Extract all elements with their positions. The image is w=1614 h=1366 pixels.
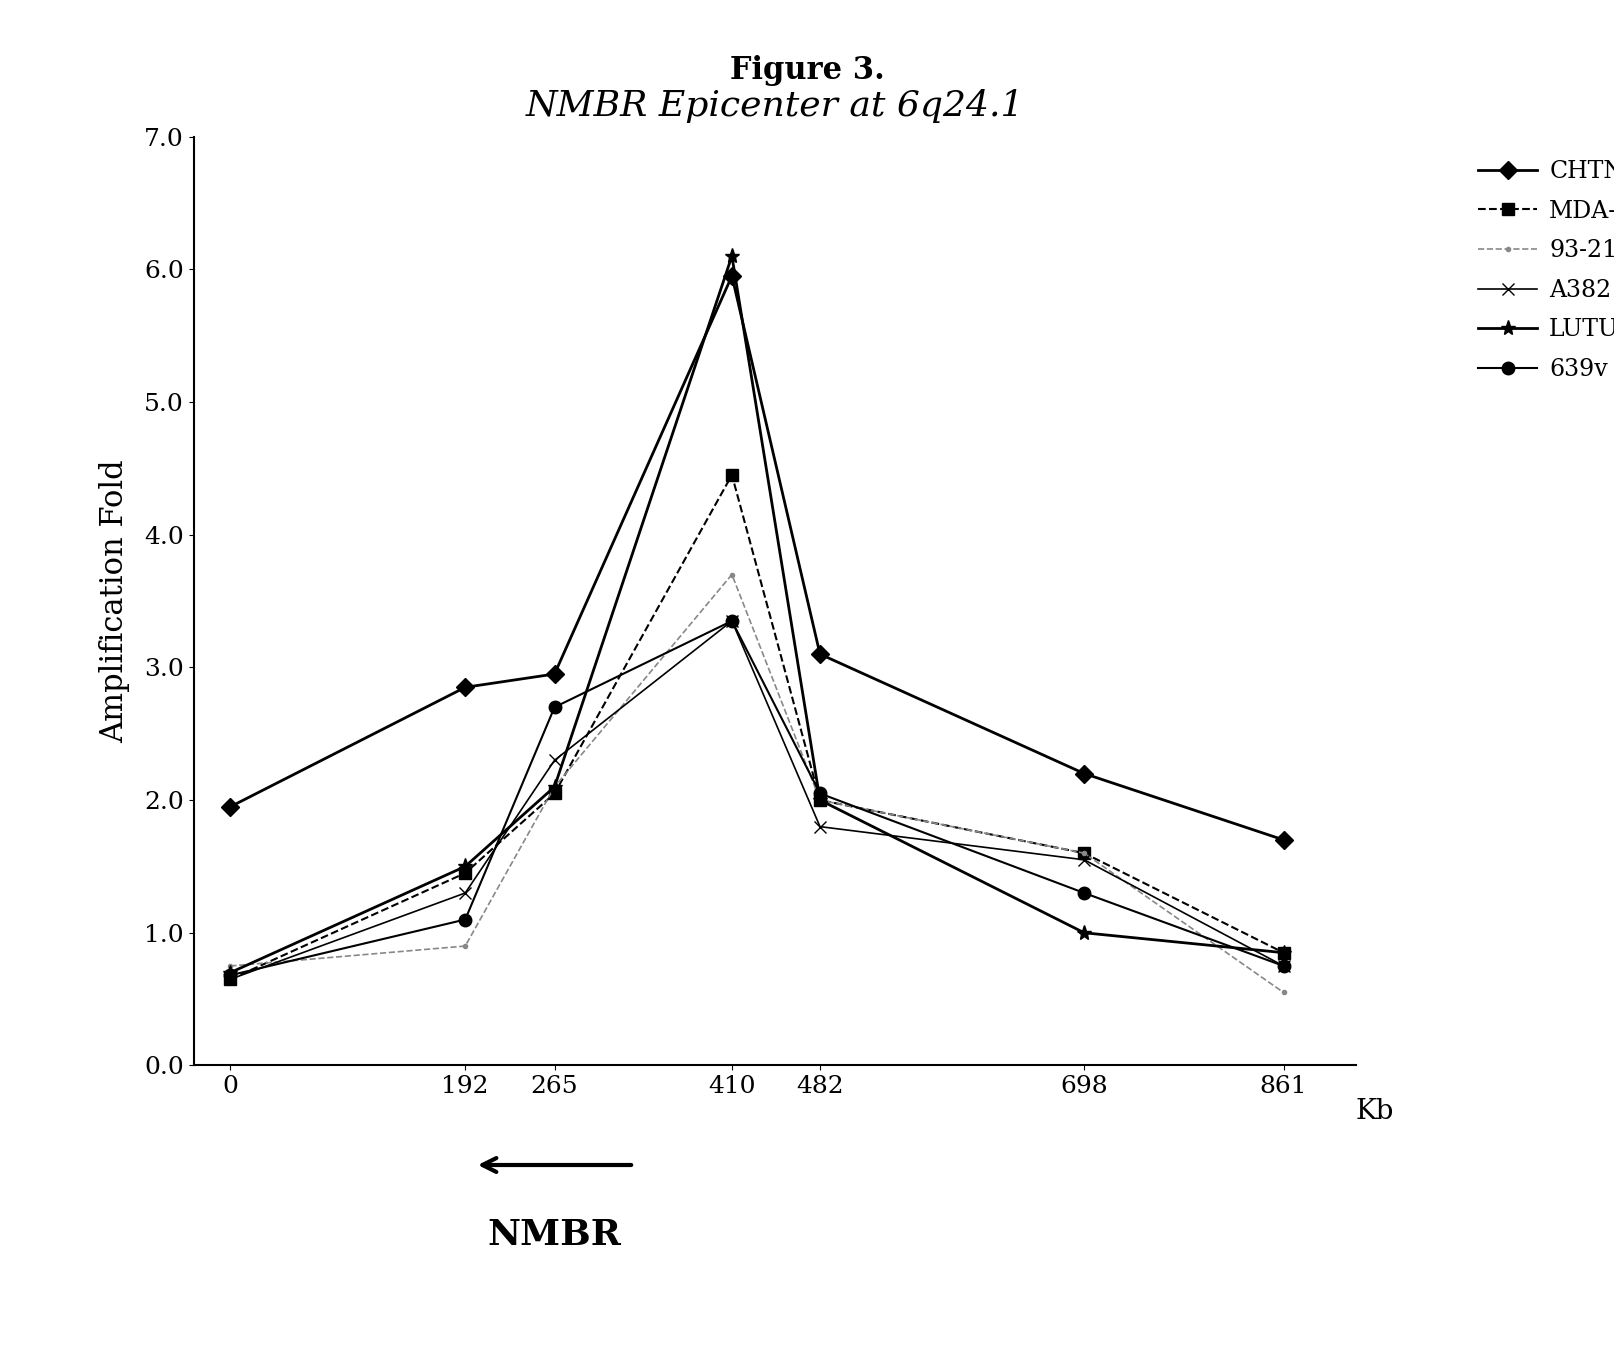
639v bbox=[546, 699, 565, 716]
Line: A382: A382 bbox=[224, 615, 1290, 985]
CHTN877 bbox=[546, 665, 565, 682]
MDA-MB435 bbox=[1075, 846, 1094, 862]
93-219 bbox=[221, 958, 240, 974]
Text: Figure 3.: Figure 3. bbox=[730, 55, 884, 86]
A382 bbox=[1273, 958, 1293, 974]
CHTN877 bbox=[810, 646, 830, 663]
Line: 93-219: 93-219 bbox=[226, 571, 1288, 997]
LUTUM5 bbox=[1075, 925, 1094, 941]
LUTUM5 bbox=[721, 247, 741, 264]
CHTN877 bbox=[221, 799, 240, 816]
639v bbox=[221, 967, 240, 984]
Line: MDA-MB435: MDA-MB435 bbox=[224, 470, 1290, 985]
MDA-MB435 bbox=[1273, 944, 1293, 960]
Line: LUTUM5: LUTUM5 bbox=[223, 249, 1291, 981]
LUTUM5 bbox=[546, 779, 565, 795]
MDA-MB435 bbox=[455, 865, 475, 881]
Line: 639v: 639v bbox=[224, 615, 1290, 982]
A382 bbox=[455, 885, 475, 902]
LUTUM5 bbox=[221, 964, 240, 981]
639v bbox=[810, 785, 830, 802]
LUTUM5 bbox=[1273, 944, 1293, 960]
CHTN877 bbox=[1075, 765, 1094, 781]
Text: NMBR: NMBR bbox=[487, 1218, 621, 1253]
Legend: CHTN877, MDA-MB435, 93-219, A382, LUTUM5, 639v: CHTN877, MDA-MB435, 93-219, A382, LUTUM5… bbox=[1467, 149, 1614, 392]
MDA-MB435 bbox=[721, 467, 741, 484]
93-219 bbox=[1273, 985, 1293, 1001]
A382 bbox=[1075, 851, 1094, 867]
CHTN877 bbox=[455, 679, 475, 695]
A382 bbox=[810, 818, 830, 835]
Line: CHTN877: CHTN877 bbox=[224, 269, 1290, 846]
A382 bbox=[546, 753, 565, 769]
639v bbox=[1075, 885, 1094, 902]
Text: Kb: Kb bbox=[1356, 1098, 1394, 1126]
93-219 bbox=[721, 567, 741, 583]
93-219 bbox=[546, 779, 565, 795]
LUTUM5 bbox=[810, 792, 830, 809]
A382 bbox=[721, 613, 741, 630]
MDA-MB435 bbox=[810, 792, 830, 809]
93-219 bbox=[810, 792, 830, 809]
93-219 bbox=[1075, 846, 1094, 862]
A382 bbox=[221, 971, 240, 988]
MDA-MB435 bbox=[546, 785, 565, 802]
639v bbox=[1273, 958, 1293, 974]
CHTN877 bbox=[1273, 832, 1293, 848]
LUTUM5 bbox=[455, 858, 475, 874]
CHTN877 bbox=[721, 268, 741, 284]
93-219 bbox=[455, 938, 475, 955]
Title: NMBR Epicenter at 6q24.1: NMBR Epicenter at 6q24.1 bbox=[526, 89, 1023, 123]
Y-axis label: Amplification Fold: Amplification Fold bbox=[100, 459, 131, 743]
639v bbox=[455, 911, 475, 928]
MDA-MB435 bbox=[221, 971, 240, 988]
639v bbox=[721, 613, 741, 630]
